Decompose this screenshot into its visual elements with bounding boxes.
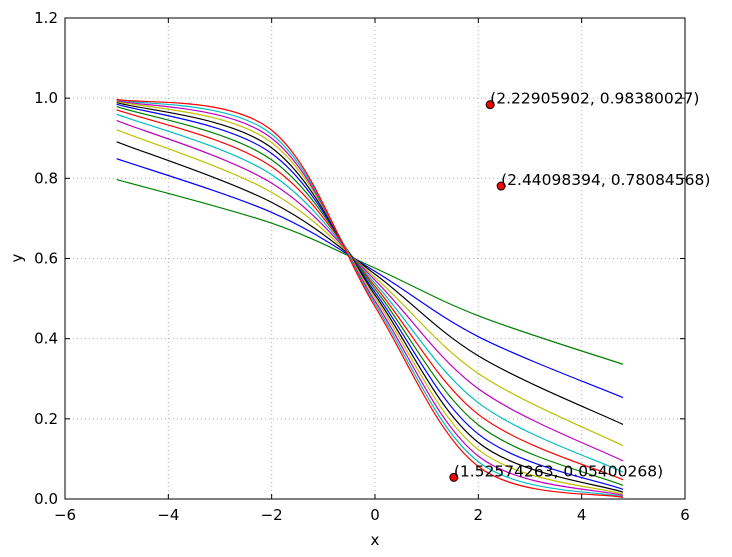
y-axis-label: y bbox=[8, 253, 26, 262]
series-line bbox=[116, 129, 624, 447]
series-line bbox=[116, 109, 624, 481]
y-tick-label: 0.4 bbox=[34, 330, 58, 348]
x-tick-label: −4 bbox=[157, 506, 179, 524]
annotated-point-label: (1.52574263, 0.05400268) bbox=[454, 462, 663, 480]
series-line bbox=[116, 99, 624, 498]
series-line bbox=[116, 100, 624, 495]
x-tick-label: −2 bbox=[261, 506, 283, 524]
y-tick-label: 0.6 bbox=[34, 250, 58, 268]
series-line bbox=[116, 158, 624, 399]
series-line bbox=[116, 106, 624, 486]
annotated-point-label: (2.44098394, 0.78084568) bbox=[501, 171, 710, 189]
series-group bbox=[116, 98, 624, 498]
x-tick-label: 0 bbox=[370, 506, 380, 524]
y-tick-label: 1.0 bbox=[34, 89, 58, 107]
x-tick-label: 6 bbox=[680, 506, 690, 524]
series-line bbox=[116, 120, 624, 462]
grid bbox=[65, 18, 685, 499]
x-tick-label: 2 bbox=[474, 506, 484, 524]
x-tick-label: 4 bbox=[577, 506, 587, 524]
series-line bbox=[116, 113, 624, 473]
y-tick-label: 0.2 bbox=[34, 410, 58, 428]
annotated-point-marker bbox=[485, 100, 495, 110]
series-line bbox=[116, 141, 624, 425]
y-tick-label: 0.8 bbox=[34, 169, 58, 187]
series-line bbox=[116, 99, 624, 496]
series-line bbox=[116, 102, 624, 493]
annotated-points: (2.22905902, 0.98380027) (2.44098394, 0.7… bbox=[449, 90, 710, 482]
ticks: −6 −4 −2 0 2 4 6 0.0 0.2 0.4 0.6 0.8 1.0 1.2 bbox=[34, 9, 690, 524]
annotated-point-marker bbox=[449, 472, 459, 482]
annotated-point-label: (2.22905902, 0.98380027) bbox=[490, 90, 699, 108]
y-tick-label: 0.0 bbox=[34, 490, 58, 508]
series-line bbox=[116, 103, 624, 490]
x-axis-label: x bbox=[371, 531, 380, 549]
series-line bbox=[116, 98, 624, 498]
series-line bbox=[116, 178, 624, 365]
x-tick-label: −6 bbox=[54, 506, 76, 524]
annotated-point-marker bbox=[496, 181, 506, 191]
y-tick-label: 1.2 bbox=[34, 9, 58, 27]
